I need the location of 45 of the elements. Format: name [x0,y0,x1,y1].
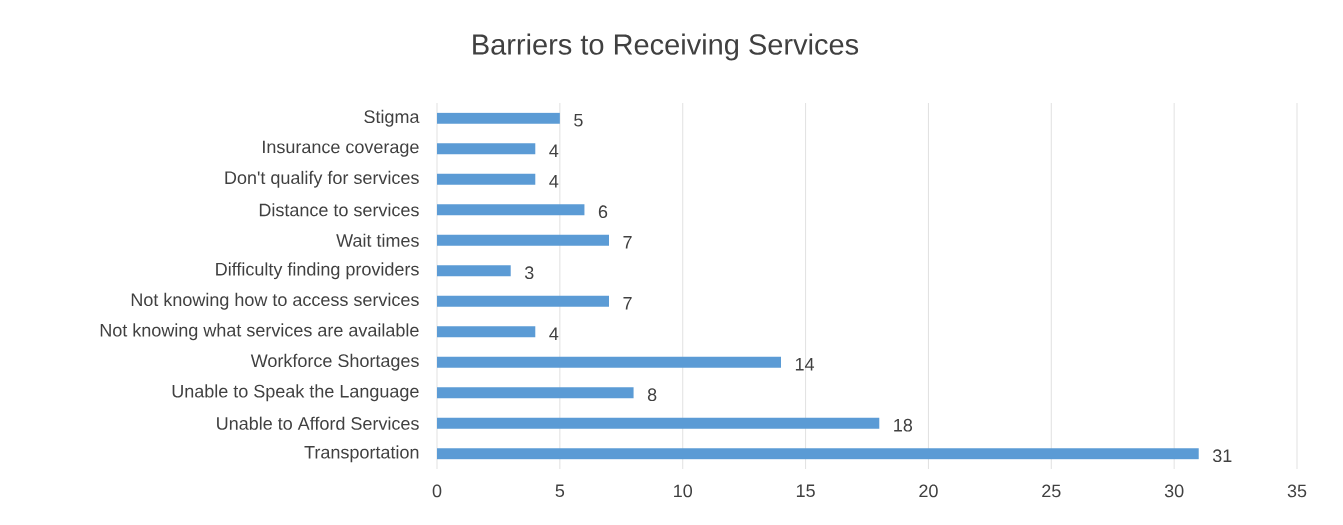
bar [437,387,634,399]
y-tick-label: Workforce Shortages [250,353,419,371]
x-tick-label: 25 [1042,484,1061,498]
bar [437,448,1199,460]
bar [437,356,781,368]
data-label: 6 [598,205,608,219]
data-label: 18 [894,418,913,432]
y-tick-label: Stigma [364,109,420,127]
data-label: 8 [647,388,657,402]
chart-title: Barriers to Receiving Services [473,33,859,61]
y-tick-label: Not knowing what services are available [100,323,419,341]
y-tick-label: Distance to services [259,203,419,217]
bar [437,173,536,185]
bar [437,204,585,216]
bar [437,417,880,429]
x-tick-label: 0 [432,484,442,498]
x-tick-label: 20 [919,484,938,498]
y-tick-label: Transportation [304,445,419,463]
bar [437,112,560,124]
x-tick-label: 15 [796,484,815,498]
data-label: 5 [574,113,583,127]
y-tick-label: Not knowing how to access services [131,292,419,310]
y-tick-label: Don't qualify for services [225,170,419,188]
data-label: 4 [549,144,559,157]
data-label: 4 [549,175,559,188]
data-label: 31 [1212,449,1232,463]
data-label: 7 [623,236,632,249]
data-label: 3 [524,266,534,280]
x-tick-label: 35 [1287,484,1307,498]
x-tick-label: 5 [555,484,565,498]
x-tick-label: 30 [1164,484,1184,498]
y-tick-label: Wait times [336,233,419,247]
data-label: 14 [795,358,815,371]
bar [437,295,609,307]
bar [437,234,609,246]
y-tick-label: Unable to Speak the Language [172,384,419,402]
y-tick-label: Difficulty finding providers [216,262,419,280]
data-label: 7 [623,297,632,310]
y-tick-label: Insurance coverage [263,140,419,157]
bar [437,265,511,277]
x-tick-label: 10 [674,484,693,498]
bar [437,143,536,155]
data-label: 4 [549,327,559,340]
y-tick-label: Unable to Afford Services [217,416,419,430]
bar [437,326,536,338]
